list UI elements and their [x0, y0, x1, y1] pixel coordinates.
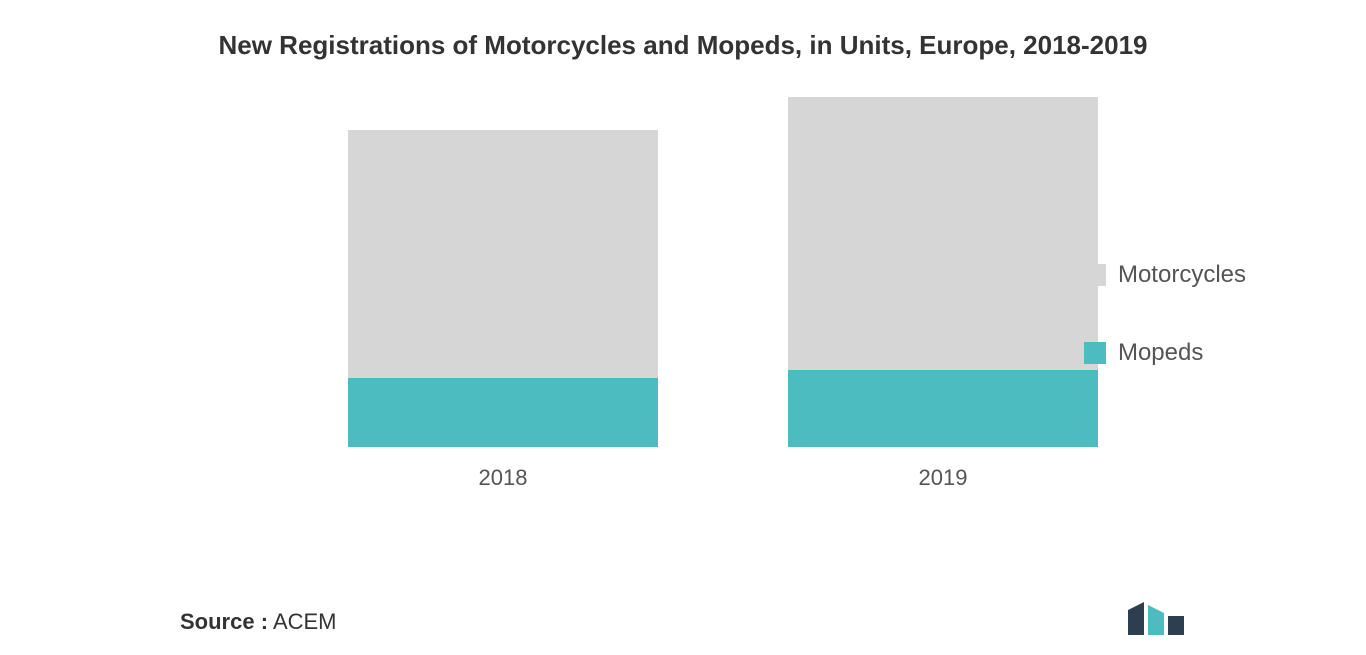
legend-item-motorcycles: Motorcycles — [1084, 261, 1246, 289]
chart-container: New Registrations of Motorcycles and Mop… — [0, 0, 1366, 655]
bar-label-2019: 2019 — [919, 465, 968, 491]
bar-2019 — [788, 97, 1098, 447]
bar-group-2019: 2019 — [788, 97, 1098, 491]
source-value: ACEM — [273, 609, 337, 634]
bar-segment — [788, 97, 1098, 370]
legend-item-mopeds: Mopeds — [1084, 339, 1246, 367]
source-label: Source : — [180, 609, 268, 634]
bar-segment — [348, 130, 658, 378]
brand-logo — [1126, 602, 1186, 637]
bars-area: 2018 2019 — [348, 111, 1098, 551]
legend-label-mopeds: Mopeds — [1118, 339, 1203, 367]
legend-swatch-mopeds — [1084, 342, 1106, 364]
source-line: Source : ACEM — [180, 609, 337, 635]
bar-segment — [348, 378, 658, 447]
legend-swatch-motorcycles — [1084, 264, 1106, 286]
chart-body: 2018 2019 Motorcycles Mopeds — [20, 111, 1346, 551]
legend-label-motorcycles: Motorcycles — [1118, 261, 1246, 289]
bar-segment — [788, 370, 1098, 447]
legend: Motorcycles Mopeds — [1084, 261, 1246, 367]
bar-2018 — [348, 130, 658, 447]
chart-title: New Registrations of Motorcycles and Mop… — [20, 30, 1346, 61]
bar-group-2018: 2018 — [348, 130, 658, 491]
bar-label-2018: 2018 — [479, 465, 528, 491]
